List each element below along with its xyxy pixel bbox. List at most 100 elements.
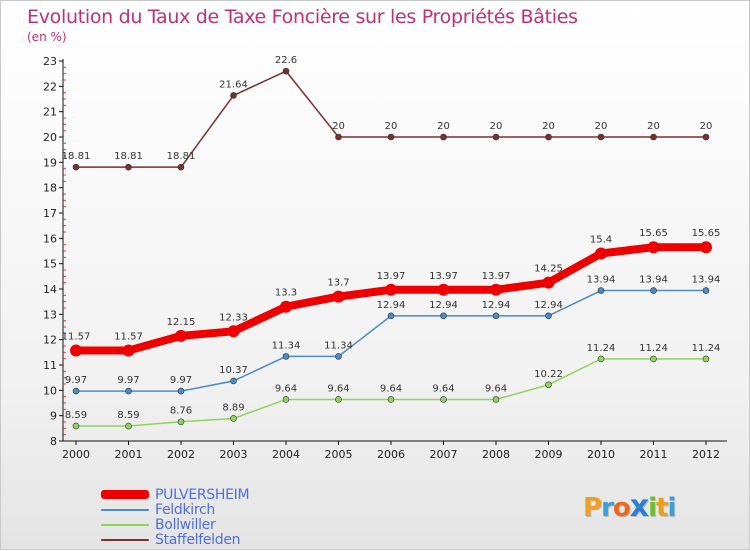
data-label: 13.3	[275, 288, 297, 299]
y-tick-label: 15	[43, 258, 57, 271]
data-label: 11.34	[272, 340, 301, 351]
data-point	[177, 387, 185, 395]
data-label: 8.76	[170, 406, 192, 417]
y-tick-label: 17	[43, 207, 57, 220]
data-point	[125, 163, 132, 171]
x-tick-label: 2005	[325, 448, 353, 461]
x-tick-label: 2004	[272, 448, 300, 461]
data-point	[230, 92, 237, 99]
data-label: 9.64	[485, 383, 507, 394]
data-point	[545, 312, 552, 320]
y-tick-label: 18	[43, 182, 57, 195]
x-tick-label: 2012	[692, 448, 720, 461]
data-label: 11.24	[587, 343, 616, 354]
data-point	[440, 396, 447, 403]
x-tick-label: 2008	[482, 448, 510, 461]
data-point	[332, 290, 345, 303]
data-point	[335, 353, 342, 360]
y-tick-label: 21	[43, 106, 57, 119]
data-label: 12.94	[377, 300, 406, 311]
data-point	[282, 396, 290, 403]
data-point	[280, 300, 292, 313]
data-point	[702, 287, 710, 294]
y-tick-label: 16	[43, 232, 57, 245]
x-tick-label: 2003	[220, 448, 248, 461]
x-tick-label: 2006	[377, 448, 405, 461]
data-label: 21.64	[219, 79, 248, 90]
data-point	[282, 67, 290, 75]
data-point	[650, 133, 657, 141]
data-point	[387, 312, 395, 320]
data-label: 9.64	[275, 383, 297, 394]
data-point	[492, 312, 500, 320]
data-point	[177, 418, 185, 426]
data-label: 18.81	[167, 151, 196, 162]
data-point	[595, 247, 607, 260]
data-point	[490, 283, 502, 296]
legend-item: PULVERSHEIM	[101, 486, 250, 503]
data-point	[385, 283, 397, 296]
unit-label: (en %)	[27, 30, 67, 44]
data-point	[545, 381, 552, 389]
data-label: 15.4	[590, 235, 612, 246]
data-label: 20	[332, 121, 345, 132]
legend-swatch	[101, 490, 149, 499]
data-label: 15.65	[639, 228, 668, 239]
data-label: 11.57	[114, 332, 143, 343]
data-label: 20	[647, 121, 660, 132]
data-label: 13.94	[692, 275, 721, 286]
data-label: 10.22	[534, 369, 563, 380]
legend: PULVERSHEIM Feldkirch Bollwiller Staffelfel…	[101, 486, 250, 548]
y-tick-label: 19	[43, 156, 57, 169]
data-point	[282, 353, 290, 360]
y-tick-label: 10	[43, 384, 57, 397]
y-tick-label: 14	[43, 283, 57, 296]
logo-letter: i	[648, 493, 657, 523]
data-point	[650, 287, 657, 294]
y-tick-label: 12	[43, 334, 57, 347]
x-tick-label: 2002	[167, 448, 195, 461]
data-point	[545, 133, 552, 141]
data-point	[702, 355, 710, 363]
proxiti-logo: Proxiti	[583, 489, 676, 524]
data-point	[230, 377, 237, 385]
data-label: 15.65	[692, 228, 721, 239]
data-label: 9.97	[117, 375, 139, 386]
legend-label: PULVERSHEIM	[155, 486, 250, 503]
data-label: 11.24	[639, 343, 668, 354]
data-point	[647, 241, 660, 254]
x-tick-label: 2001	[115, 448, 143, 461]
legend-label: Bollwiller	[155, 516, 216, 533]
data-point	[440, 133, 447, 141]
legend-item: Bollwiller	[101, 516, 249, 533]
data-label: 18.81	[62, 151, 91, 162]
y-tick-label: 8	[50, 435, 57, 448]
data-label: 20	[595, 121, 608, 132]
data-point	[227, 325, 240, 338]
data-point	[437, 283, 450, 296]
data-point	[492, 133, 500, 141]
data-label: 12.94	[429, 300, 458, 311]
data-label: 11.24	[692, 343, 721, 354]
logo-letter: o	[612, 493, 631, 523]
data-point	[125, 387, 132, 395]
data-label: 9.64	[327, 383, 349, 394]
data-point	[335, 133, 342, 141]
data-point	[597, 133, 605, 141]
data-point	[597, 355, 605, 363]
legend-swatch	[101, 508, 149, 511]
data-point	[702, 133, 710, 141]
y-tick-label: 11	[43, 359, 57, 372]
data-label: 8.59	[65, 410, 87, 421]
logo-letter: x	[629, 489, 649, 524]
data-point	[122, 344, 135, 357]
logo-letter: t	[656, 493, 668, 523]
data-point	[177, 163, 185, 171]
data-label: 14.25	[534, 264, 563, 275]
data-label: 12.33	[219, 312, 248, 323]
legend-item: Staffelfelden	[101, 532, 249, 548]
chart-title: Evolution du Taux de Taxe Foncière sur l…	[27, 6, 578, 28]
y-tick-label: 22	[43, 80, 57, 93]
data-label: 13.97	[377, 271, 406, 282]
